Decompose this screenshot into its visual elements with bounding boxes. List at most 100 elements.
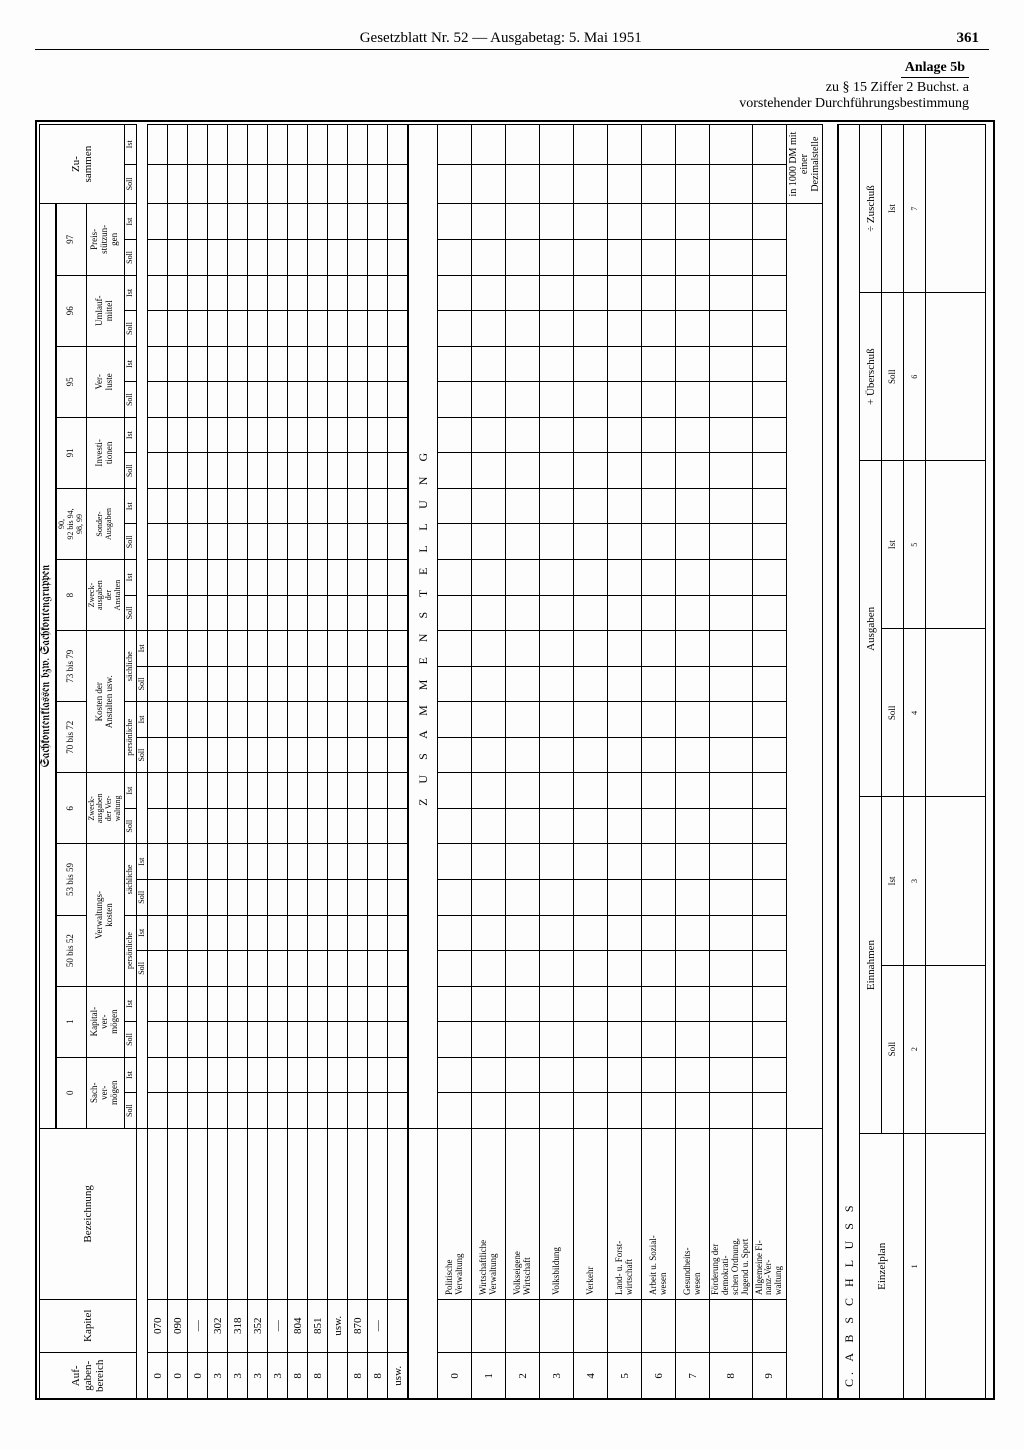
cell-value — [608, 595, 642, 631]
cell-value — [388, 808, 408, 844]
n3: 3 — [904, 797, 926, 965]
cell-value — [168, 808, 188, 844]
cell-value — [540, 204, 574, 240]
cell-value — [328, 595, 348, 631]
cell-value — [642, 164, 676, 204]
cell-value — [308, 346, 328, 382]
cell-value — [438, 524, 472, 560]
cell-value — [248, 1057, 268, 1093]
cell-value — [506, 595, 540, 631]
cell-value — [328, 631, 348, 667]
cell-value — [388, 382, 408, 418]
soll: Soll — [124, 1093, 136, 1129]
cell-value — [388, 560, 408, 596]
table-container: Auf- gaben- bereich Kapitel Bezeichnung … — [35, 120, 995, 1400]
cell-value — [438, 666, 472, 702]
cell-value — [506, 702, 540, 738]
cell-value — [308, 488, 328, 524]
cell-value — [208, 737, 228, 773]
cell-value — [168, 773, 188, 809]
cell-value — [168, 737, 188, 773]
soll: Soll — [124, 595, 136, 631]
cell-value — [148, 915, 168, 951]
cell-value — [208, 311, 228, 347]
cell-value — [208, 560, 228, 596]
cell-value — [676, 346, 710, 382]
cell-value — [608, 915, 642, 951]
cell-value — [676, 240, 710, 276]
cell-value — [752, 524, 786, 560]
cell-value — [328, 382, 348, 418]
cell-aufgaben: 6 — [642, 1352, 676, 1399]
cell-value — [710, 773, 753, 809]
cell-value — [308, 808, 328, 844]
cell-value — [368, 488, 388, 524]
h-95: 95 — [56, 346, 86, 417]
table-row: 8870 — [348, 125, 368, 1400]
cell-value — [188, 773, 208, 809]
cell-value — [188, 524, 208, 560]
cell-value — [168, 240, 188, 276]
cell-value — [308, 1057, 328, 1093]
cell-value — [642, 666, 676, 702]
h-sonder: Sonder- Ausgaben — [86, 488, 124, 559]
cell-value — [506, 524, 540, 560]
cell-value — [608, 844, 642, 880]
table-row: 0090 — [168, 125, 188, 1400]
cell-value — [328, 808, 348, 844]
cell-value — [208, 346, 228, 382]
h-preis: Preis- stützun- gen — [86, 204, 124, 276]
cell-kapitel — [574, 1299, 608, 1352]
cell-value — [248, 951, 268, 987]
cell-value — [148, 879, 168, 915]
cell-value — [540, 275, 574, 311]
cell-value — [574, 311, 608, 347]
cell-value — [506, 125, 540, 165]
cell-value — [308, 631, 328, 667]
cell-value — [208, 844, 228, 880]
cell-value — [388, 125, 408, 165]
h-invest: Investi- tionen — [86, 417, 124, 488]
cell-value — [228, 453, 248, 489]
cell-value — [308, 951, 328, 987]
cell-value — [348, 560, 368, 596]
zusammen-title: Z U S A M M E N S T E L L U N G — [408, 125, 438, 1129]
cell-bezeichnung: Verkehr — [574, 1128, 608, 1299]
cell-aufgaben: 1 — [472, 1352, 506, 1399]
cell-value — [438, 702, 472, 738]
cell-value — [348, 844, 368, 880]
cell-value — [288, 1093, 308, 1129]
cell-value — [288, 595, 308, 631]
h-7379: 73 bis 79 — [56, 631, 86, 702]
cell-value — [348, 524, 368, 560]
cell-value — [348, 204, 368, 240]
cell-value — [348, 915, 368, 951]
cell-value — [268, 125, 288, 165]
cell-value — [208, 1022, 228, 1058]
cell-value — [506, 879, 540, 915]
cell-value — [368, 1093, 388, 1129]
cell-value — [506, 417, 540, 453]
cell-value — [438, 417, 472, 453]
table-row: 0Politische Verwaltung — [438, 125, 472, 1400]
cell-value — [368, 164, 388, 204]
h-sachverm: Sach- ver- mögen — [86, 1057, 124, 1128]
cell-value — [506, 311, 540, 347]
cell-value — [608, 125, 642, 165]
cell-value — [752, 631, 786, 667]
cell-value — [642, 1093, 676, 1129]
h-5359: 53 bis 59 — [56, 844, 86, 915]
cell-value — [308, 737, 328, 773]
cell-value — [328, 125, 348, 165]
cell-value — [710, 702, 753, 738]
cell-value — [208, 986, 228, 1022]
cell-value — [228, 240, 248, 276]
cell-aufgaben: 8 — [368, 1352, 388, 1399]
abschluss-title: C. A B S C H L U S S — [838, 125, 860, 1400]
cell-value — [752, 488, 786, 524]
cell-value — [368, 382, 388, 418]
cell-value — [348, 417, 368, 453]
cell-value — [188, 382, 208, 418]
a-ist: Ist — [882, 461, 904, 629]
cell-value — [438, 1057, 472, 1093]
